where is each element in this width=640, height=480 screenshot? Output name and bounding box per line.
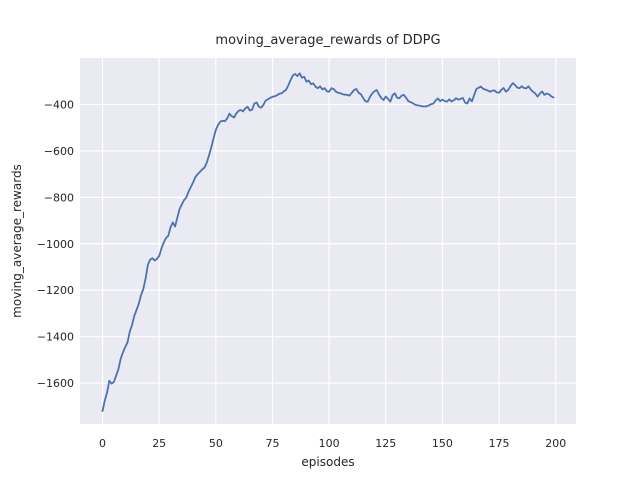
x-tick-label: 150 (432, 437, 453, 450)
chart-title: moving_average_rewards of DDPG (215, 33, 440, 48)
y-tick-label: −600 (44, 145, 74, 158)
tick-labels: 0 25 50 75 100 125 150 175 200 −400 −600 −800 −1000 −… (37, 98, 566, 450)
x-tick-label: 50 (209, 437, 223, 450)
x-tick-label: 125 (375, 437, 396, 450)
plot-area (80, 58, 576, 424)
y-tick-label: −1400 (37, 331, 74, 344)
gridlines (80, 58, 576, 424)
x-tick-label: 100 (319, 437, 340, 450)
y-axis-label: moving_average_rewards (10, 164, 24, 318)
x-tick-label: 25 (152, 437, 166, 450)
reward-line (101, 72, 555, 412)
y-tick-label: −1200 (37, 284, 74, 297)
series-group (101, 72, 555, 412)
x-axis-label: episodes (301, 455, 354, 469)
x-tick-label: 200 (545, 437, 566, 450)
x-tick-label: 0 (99, 437, 106, 450)
y-tick-label: −1000 (37, 238, 74, 251)
x-tick-label: 75 (265, 437, 279, 450)
x-tick-label: 175 (489, 437, 510, 450)
y-tick-label: −800 (44, 191, 74, 204)
y-tick-label: −400 (44, 98, 74, 111)
y-tick-label: −1600 (37, 377, 74, 390)
